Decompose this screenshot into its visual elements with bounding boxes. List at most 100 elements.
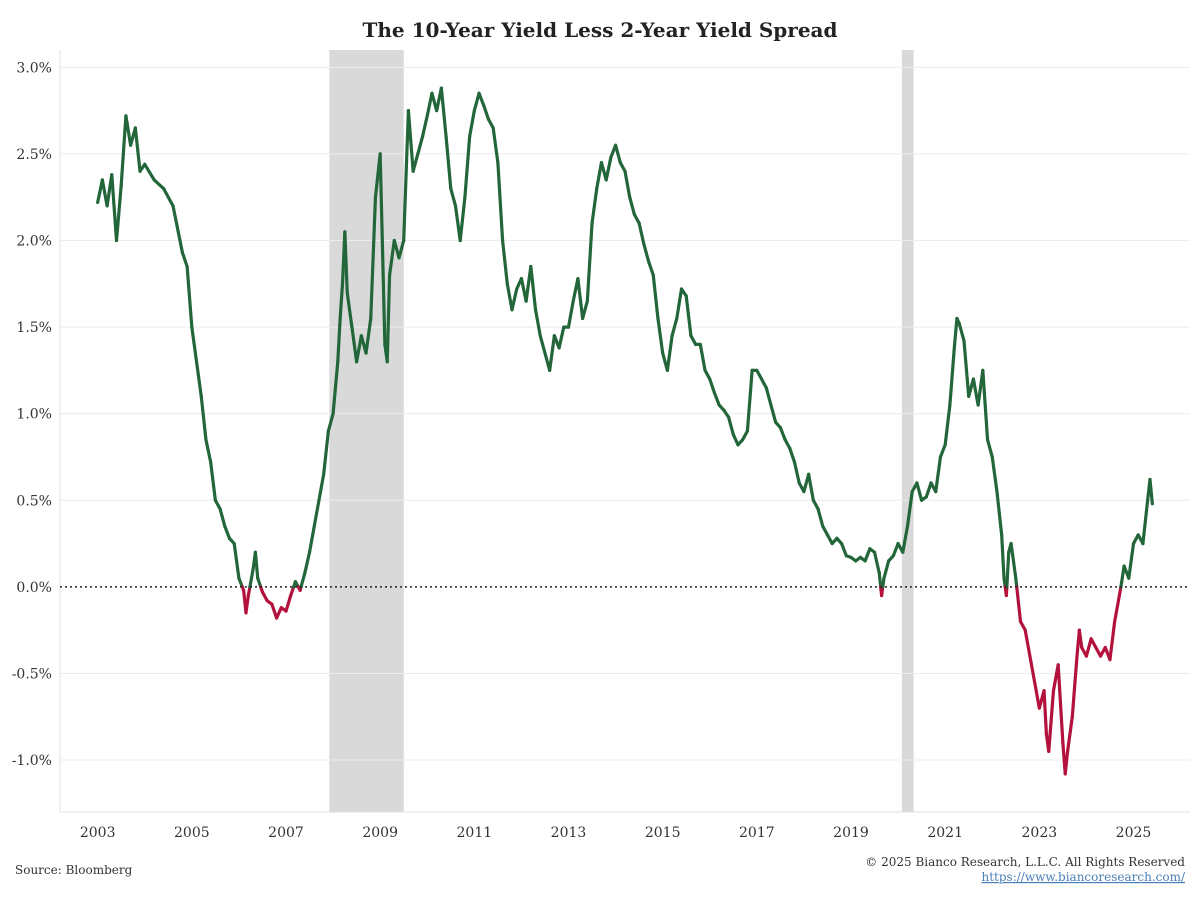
- series-segment-positive: [764, 386, 773, 407]
- y-tick-label: 3.0%: [16, 60, 52, 76]
- series-segment-positive: [364, 316, 373, 355]
- series-segment-positive: [901, 524, 910, 554]
- series-segment-negative: [1063, 749, 1070, 776]
- series-segment-negative: [1023, 628, 1032, 658]
- series-segment-negative: [1018, 619, 1027, 632]
- series-segment-positive: [253, 550, 260, 580]
- series-segment-positive: [905, 490, 914, 528]
- x-tick-label: 2013: [551, 825, 587, 841]
- x-tick-label: 2009: [362, 825, 398, 841]
- series-segment-positive: [331, 360, 340, 416]
- series-segment-positive: [343, 230, 349, 295]
- series-segment-positive: [948, 342, 957, 407]
- series-segment-positive: [778, 425, 787, 442]
- series-segment-positive: [585, 221, 594, 303]
- series-segment-positive: [957, 322, 966, 343]
- series-segment-positive: [590, 186, 599, 225]
- series-segment-positive: [472, 91, 481, 113]
- series-segment-positive: [171, 204, 185, 255]
- series-segment-positive: [213, 498, 222, 511]
- series-segment-positive: [444, 134, 453, 191]
- series-segment-negative: [270, 602, 279, 620]
- series-segment-positive: [397, 238, 406, 260]
- series-segment-positive: [637, 221, 646, 246]
- series-segment-positive: [651, 273, 660, 321]
- series-segment-positive: [816, 507, 825, 528]
- series-segment-positive: [387, 238, 396, 277]
- series-segment-positive: [863, 547, 872, 563]
- series-segment-negative: [260, 590, 269, 603]
- series-segment-positive: [336, 316, 342, 364]
- series-segment-negative: [284, 593, 293, 613]
- series-segment-positive: [420, 114, 429, 139]
- series-segment-positive: [962, 339, 971, 398]
- series-segment-positive: [303, 550, 312, 575]
- x-tick-label: 2007: [268, 825, 304, 841]
- series-segment-positive: [312, 498, 321, 528]
- y-tick-label: 1.5%: [16, 320, 52, 336]
- series-segment-positive: [350, 325, 359, 364]
- series-segment-positive: [1141, 498, 1150, 546]
- series-segment-positive: [110, 173, 119, 243]
- series-segment-positive: [124, 114, 133, 147]
- series-segment-positive: [995, 490, 1004, 537]
- series-segment-positive: [623, 169, 632, 199]
- series-segment-positive: [595, 160, 604, 191]
- series-segment-positive: [369, 195, 378, 321]
- series-segment-positive: [839, 541, 848, 558]
- chart-title: The 10-Year Yield Less 2-Year Yield Spre…: [363, 18, 838, 42]
- website-link[interactable]: https://www.biancoresearch.com/: [981, 870, 1185, 884]
- series-segment-positive: [915, 481, 924, 502]
- series-segment-positive: [675, 287, 684, 321]
- plot-area: 3.0% 2.5% 2.0% 1.5% 1.0% 0.5% 0.0% -0.5% -1.0% 20…: [12, 50, 1190, 841]
- series-segment-positive: [533, 308, 542, 338]
- series-segment-positive: [548, 334, 556, 372]
- series-segment-positive: [411, 152, 420, 173]
- series-segment-positive: [161, 186, 175, 208]
- series-segment-positive: [486, 117, 495, 130]
- series-segment-positive: [505, 282, 514, 312]
- series-segment-negative: [1033, 680, 1041, 710]
- series-segment-positive: [712, 391, 721, 407]
- series-segment-positive: [665, 334, 674, 372]
- series-segment-positive: [538, 334, 547, 355]
- series-segment-positive: [326, 412, 335, 433]
- series-segment-positive: [345, 290, 354, 329]
- series-segment-positive: [204, 438, 213, 464]
- series-segment-positive: [990, 455, 999, 494]
- series-segment-positive: [449, 186, 458, 208]
- series-segment-positive: [385, 273, 392, 364]
- series-segment-positive: [684, 294, 693, 338]
- series-segment-positive: [496, 160, 505, 243]
- series-segment-positive: [698, 342, 707, 372]
- series-segment-negative: [274, 606, 283, 620]
- series-segment-positive: [307, 524, 316, 554]
- series-segment-positive: [190, 325, 199, 364]
- series-segment-positive: [872, 550, 881, 575]
- series-segment-positive: [934, 455, 943, 494]
- series-segment-negative: [1113, 593, 1121, 624]
- x-tick-label: 2019: [833, 825, 869, 841]
- series-segment-positive: [416, 134, 425, 156]
- y-tick-label: 0.0%: [16, 580, 52, 596]
- series-segment-positive: [557, 325, 566, 350]
- series-segment-negative: [244, 593, 250, 615]
- series-segment-positive: [402, 109, 411, 243]
- series-segment-positive: [1009, 541, 1018, 580]
- y-tick-label: 2.0%: [16, 234, 52, 250]
- series-segment-positive: [952, 316, 959, 347]
- recession-band-0: [329, 50, 404, 812]
- series-segment-positive: [114, 183, 123, 243]
- y-tick-label: 1.0%: [16, 407, 52, 423]
- series-segment-negative: [1077, 628, 1084, 650]
- series-segment-positive: [299, 571, 307, 589]
- series-segment-positive: [218, 507, 227, 528]
- series-segment-positive: [656, 316, 665, 355]
- series-segment-positive: [689, 334, 698, 347]
- y-tick-label: 0.5%: [16, 493, 52, 509]
- series-segment-positive: [119, 114, 128, 187]
- series-segment-positive: [482, 103, 491, 121]
- series-segment-positive: [670, 316, 679, 338]
- series-segment-positive: [510, 287, 519, 312]
- series-segment-positive: [924, 481, 933, 499]
